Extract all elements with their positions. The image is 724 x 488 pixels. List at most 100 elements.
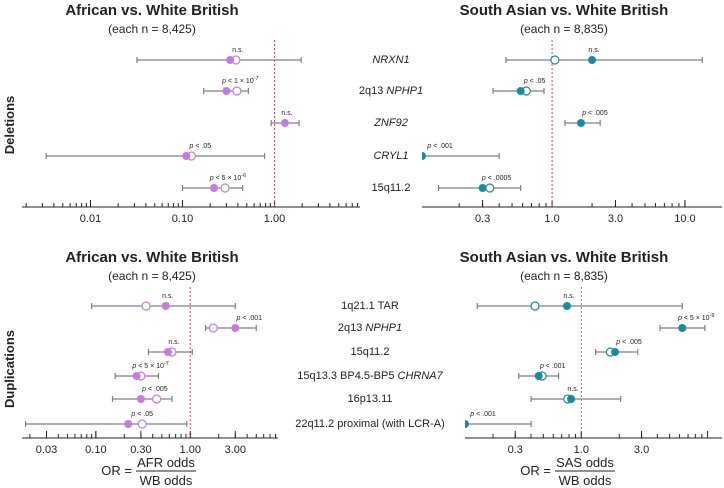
or-formula-afr-denominator: WB odds: [140, 473, 193, 488]
afr-dup-p-value-label: p < .001: [236, 315, 263, 322]
afr-del-p-value-label: p < 5 × 10-6: [209, 173, 246, 182]
sas-del-tick-label: 10.0: [674, 213, 695, 225]
sas-del-tick-label: 3.0: [608, 213, 623, 225]
afr-del-point-filled: [210, 184, 219, 192]
sas-dup-p-value-label: n.s.: [567, 386, 578, 393]
sas-dup-point-filled: [567, 395, 576, 403]
sas-dup-point-filled: [534, 372, 543, 380]
panel-title-sas-del: South Asian vs. White British: [460, 2, 669, 19]
cnv-label-duplication: 2q13 NPHP1: [338, 322, 402, 334]
sas-dup-p-value-label: p < .001: [539, 363, 566, 370]
sas-del-point-filled: [588, 56, 597, 64]
cnv-label-duplication: 15q11.2: [351, 346, 390, 358]
cnv-label-duplication: 16p13.11: [347, 393, 392, 405]
afr-del-point-filled: [222, 87, 231, 95]
afr-dup-point-filled: [124, 420, 133, 428]
or-formula-sas-denominator: WB odds: [559, 473, 612, 488]
row-label-duplications: Duplications: [2, 330, 17, 408]
afr-del-tick-label: 0.01: [80, 213, 101, 225]
sas-del-p-value-label: p < .005: [581, 110, 608, 117]
afr-del-point-filled: [226, 56, 235, 64]
sas-del-tick-label: 0.3: [475, 213, 490, 225]
sas-del-p-value-label: p < .05: [523, 78, 546, 85]
cnv-label-duplication: 1q21.1 TAR: [341, 300, 399, 312]
afr-del-p-value-label: p < .05: [189, 143, 212, 150]
sas-del-point-open: [485, 183, 495, 193]
afr-dup-point-filled: [163, 348, 172, 356]
sas-dup-p-value-label: n.s.: [563, 293, 574, 300]
afr-dup-point-filled: [161, 302, 170, 310]
cnv-label-column: NRXN1 2q13 NPHP1 ZNF92 CRYL1 15q11.2 1q21.1 T…: [295, 54, 445, 430]
panel-title-sas-dup: South Asian vs. White British: [460, 249, 669, 266]
cnv-label-deletion: CRYL1: [373, 150, 408, 162]
sas-dup-point-filled: [678, 324, 687, 332]
afr-dup-point-open: [141, 301, 151, 311]
sas-dup-tick-label: 0.3: [508, 444, 523, 456]
sas-dup-p-value-label: p < .005: [615, 339, 642, 346]
afr-del-point-filled: [182, 152, 191, 160]
afr-dup-point-open: [137, 419, 147, 429]
panel-sas-deletions: 0.3 1.0 3.0 10.0 n.s. p < .05 p < .005 p < .001…: [422, 40, 722, 225]
afr-dup-p-value-label: p < .05: [130, 411, 153, 418]
afr-dup-p-value-label: n.s.: [162, 293, 173, 300]
sas-del-point-filled: [422, 152, 426, 160]
panel-afr-deletions: 0.01 0.10 1.00 n.s. p < 1 × 10-7 n.s. p < .05 p…: [22, 40, 360, 225]
sas-del-point-filled: [516, 87, 525, 95]
afr-del-point-open: [232, 86, 242, 96]
panel-subtitle-sas-dup: (each n = 8,835): [520, 269, 608, 283]
sas-del-tick-label: 1.0: [544, 213, 559, 225]
afr-dup-point-filled: [132, 372, 141, 380]
cnv-label-duplication: 15q13.3 BP4.5-BP5 CHRNA7: [297, 370, 443, 382]
afr-dup-tick-label: 0.03: [36, 444, 57, 456]
sas-dup-point-filled: [465, 420, 469, 428]
afr-dup-point-open: [152, 394, 162, 404]
afr-dup-point-filled: [136, 395, 145, 403]
afr-del-point-filled: [280, 119, 289, 127]
panel-subtitle-sas-del: (each n = 8,835): [520, 22, 608, 36]
afr-dup-point-open: [208, 323, 218, 333]
sas-dup-point-open: [530, 301, 540, 311]
afr-del-point-open: [220, 183, 230, 193]
afr-dup-p-value-label: p < 5 × 10-7: [131, 361, 168, 370]
sas-del-point-filled: [478, 184, 487, 192]
afr-dup-tick-label: 0.30: [130, 444, 151, 456]
or-formula-afr-lhs: OR =: [101, 463, 132, 478]
panel-subtitle-afr-del: (each n = 8,425): [108, 22, 196, 36]
afr-dup-p-value-label: n.s.: [168, 339, 179, 346]
or-formula-sas-lhs: OR =: [520, 463, 551, 478]
afr-del-p-value-label: n.s.: [281, 110, 292, 117]
sas-dup-p-value-label: p < 5 × 10-9: [677, 313, 714, 322]
cnv-label-deletion: 2q13 NPHP1: [359, 85, 423, 97]
sas-dup-p-value-label: p < .001: [469, 411, 496, 418]
sas-dup-tick-label: 3.0: [634, 444, 649, 456]
panel-afr-duplications: 0.03 0.10 0.30 1.00 3.00 n.s. p < .001 n.s. p < …: [22, 287, 278, 456]
afr-del-tick-label: 0.10: [172, 213, 193, 225]
panel-sas-duplications: 0.3 1.0 3.0 n.s. p < 5 × 10-9 p < .005 p < .00…: [465, 287, 722, 456]
or-formula-sas-numerator: SAS odds: [556, 455, 614, 470]
cnv-label-deletion: NRXN1: [372, 54, 409, 66]
afr-dup-tick-label: 3.00: [225, 444, 246, 456]
cnv-label-deletion: ZNF92: [373, 117, 408, 129]
panel-title-afr-del: African vs. White British: [65, 2, 238, 19]
afr-del-tick-label: 1.00: [264, 213, 285, 225]
sas-del-p-value-label: p < .001: [426, 143, 453, 150]
afr-del-p-value-label: p < 1 × 10-7: [221, 76, 258, 85]
afr-dup-tick-label: 1.00: [180, 444, 201, 456]
sas-del-point-filled: [576, 119, 585, 127]
cnv-label-duplication: 22q11.2 proximal (with LCR-A): [295, 418, 445, 430]
sas-dup-point-filled: [611, 348, 620, 356]
afr-dup-point-filled: [231, 324, 240, 332]
sas-del-p-value-label: p < .0005: [481, 175, 512, 182]
afr-dup-tick-label: 0.10: [85, 444, 106, 456]
row-label-deletions: Deletions: [2, 96, 17, 155]
or-formula-sas: OR = SAS odds WB odds: [520, 455, 615, 488]
panel-title-afr-dup: African vs. White British: [65, 249, 238, 266]
or-formula-afr: OR = AFR odds WB odds: [101, 455, 196, 488]
sas-dup-point-filled: [562, 302, 571, 310]
sas-dup-tick-label: 1.0: [574, 444, 589, 456]
panel-subtitle-afr-dup: (each n = 8,425): [108, 269, 196, 283]
sas-del-point-open: [550, 55, 560, 65]
cnv-label-deletion: 15q11.2: [372, 182, 411, 194]
afr-del-p-value-label: n.s.: [232, 47, 243, 54]
